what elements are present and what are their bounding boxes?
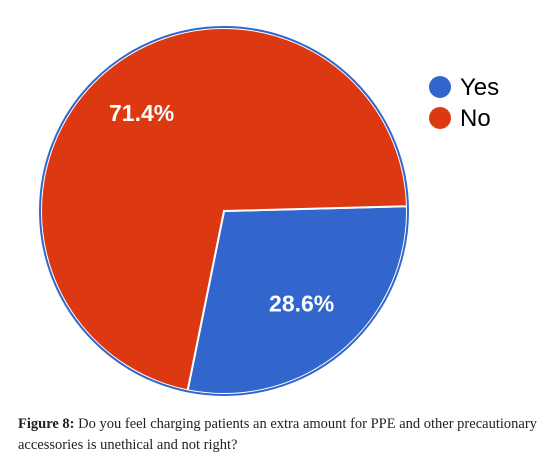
- legend-marker-no: [429, 107, 451, 129]
- slice-labels: 28.6% 71.4%: [109, 100, 334, 317]
- legend-label-no: No: [460, 105, 491, 132]
- caption-lead: Figure 8:: [18, 416, 75, 432]
- pie-slices: [39, 26, 409, 396]
- pie-outline: [39, 26, 409, 396]
- legend: Yes No: [429, 74, 499, 132]
- figure-caption: Figure 8: Do you feel charging patients …: [18, 414, 538, 456]
- pie-slice-no: [40, 27, 408, 392]
- slice-label-no: 71.4%: [109, 100, 174, 126]
- pie-slice-yes: [186, 205, 408, 395]
- legend-marker-yes: [429, 76, 451, 98]
- pie-chart: 28.6% 71.4% Yes No: [39, 26, 499, 396]
- caption-text: Do you feel charging patients an extra a…: [18, 416, 537, 453]
- legend-label-yes: Yes: [460, 74, 499, 101]
- slice-label-yes: 28.6%: [269, 290, 334, 316]
